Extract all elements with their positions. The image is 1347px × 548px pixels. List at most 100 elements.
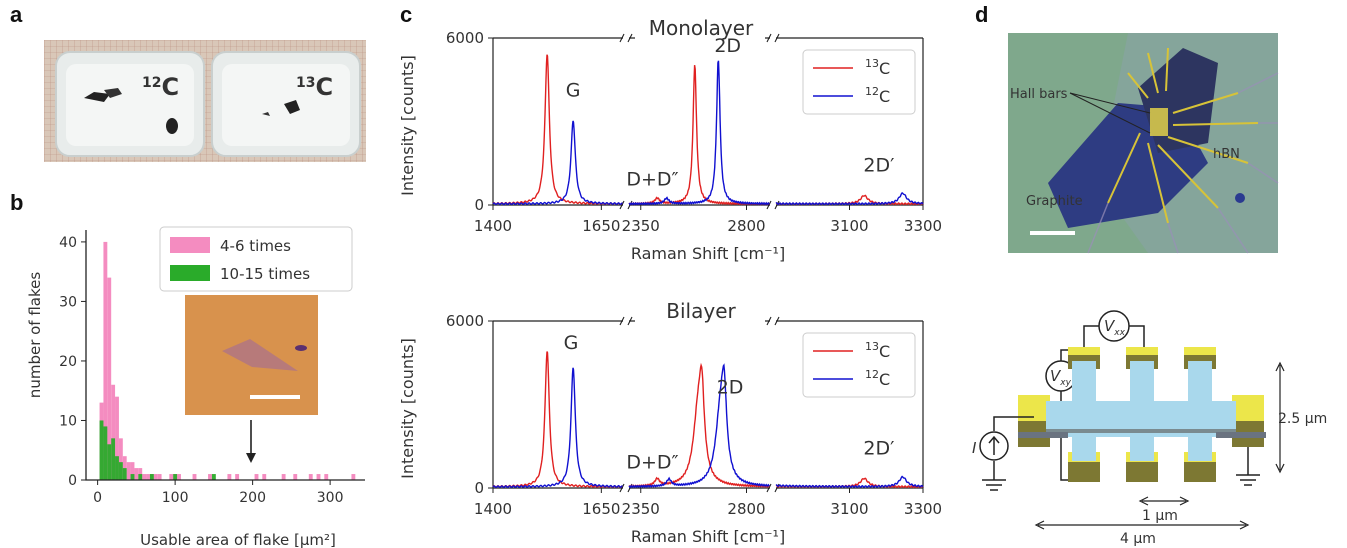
raman-peak-label: 2D′ xyxy=(863,155,894,177)
panel-a-photo: 12C 13C xyxy=(44,40,366,162)
axis-break-mark xyxy=(619,33,633,43)
histogram-bar xyxy=(149,474,154,480)
dish-label-12c: 12C xyxy=(142,73,179,101)
axis-break-mark xyxy=(766,33,780,43)
histogram-bar xyxy=(153,474,158,480)
vxy-label: Vxy xyxy=(1050,367,1072,388)
histogram-bar xyxy=(324,474,329,480)
raman-series-line xyxy=(628,363,770,489)
raman-series-line xyxy=(492,367,623,489)
histogram-bar xyxy=(103,241,108,480)
histogram-bar xyxy=(262,474,267,480)
ground-symbol-right xyxy=(1236,447,1260,486)
panel-label-c: c xyxy=(400,2,413,27)
raman-legend-label: 12C xyxy=(865,368,890,389)
label-hall-bars: Hall bars xyxy=(1010,87,1068,102)
hall-bar-channel xyxy=(1046,361,1236,461)
raman-xtick-label: 3300 xyxy=(904,500,942,518)
histogram-bar xyxy=(99,420,104,480)
raman-series-line xyxy=(775,475,924,489)
raman-xtick-label: 3100 xyxy=(830,500,868,518)
raman-xlabel: Raman Shift [cm⁻¹] xyxy=(631,527,785,546)
histogram-inset-image xyxy=(185,295,318,415)
histogram-bar xyxy=(130,462,135,480)
raman-xtick-label: 2800 xyxy=(727,217,765,235)
histogram-bar xyxy=(173,474,178,480)
dish-right xyxy=(211,51,361,157)
raman-xtick-label: 1650 xyxy=(582,217,620,235)
histogram-ytick-label: 0 xyxy=(68,473,77,489)
dish-left xyxy=(55,51,205,157)
panel-label-b: b xyxy=(10,190,24,215)
histogram-bar xyxy=(351,474,356,480)
scale-bar xyxy=(250,395,300,399)
histogram-bar xyxy=(103,426,108,480)
graphite-chunk xyxy=(84,92,110,102)
label-hbn: hBN xyxy=(1213,147,1240,162)
long-dimension: 4 μm xyxy=(1120,531,1156,547)
raman-xtick-label: 2350 xyxy=(622,500,660,518)
raman-ytick-label: 0 xyxy=(474,479,484,497)
histogram-bar xyxy=(107,444,112,480)
raman-xtick-label: 1650 xyxy=(582,500,620,518)
raman-ylabel: Intensity [counts] xyxy=(398,338,417,479)
histogram-chart: 0 100 200 300 0 10 20 30 40 Usable area of flake… xyxy=(26,226,365,548)
raman-legend-label: 13C xyxy=(865,340,890,361)
panel-label-a: a xyxy=(10,2,23,27)
device-optical-image: Hall bars hBN Graphite xyxy=(1008,33,1279,254)
histogram-bar xyxy=(142,474,147,480)
histogram-legend: 4-6 times 10-15 times xyxy=(159,226,353,292)
raman-peak-label: D+D″ xyxy=(626,452,678,474)
histogram-bar xyxy=(177,474,181,480)
histogram-ylabel: number of flakes xyxy=(26,272,44,399)
raman-xtick-label: 3100 xyxy=(830,217,868,235)
raman-xtick-label: 1400 xyxy=(474,217,512,235)
raman-legend-label: 13C xyxy=(865,57,890,78)
histogram-bar xyxy=(122,468,127,480)
raman-ytick-label: 0 xyxy=(474,196,484,214)
histogram-bar xyxy=(227,474,232,480)
raman-peak-label: 2D′ xyxy=(863,438,894,460)
histogram-ytick-label: 20 xyxy=(59,354,77,370)
histogram-bar xyxy=(293,474,298,480)
histogram-bar xyxy=(208,474,212,480)
histogram-ytick-label: 30 xyxy=(59,294,77,310)
short-dimension: 1 μm xyxy=(1142,508,1178,524)
histogram-bar xyxy=(107,277,112,480)
histogram-bar xyxy=(281,474,286,480)
histogram-bar xyxy=(118,438,123,480)
raman-xtick-label: 2800 xyxy=(727,500,765,518)
raman-series-line xyxy=(492,351,623,489)
legend-swatch-pink xyxy=(170,237,210,253)
hall-bar-contacts xyxy=(1107,47,1259,224)
raman-xtick-label: 1400 xyxy=(474,500,512,518)
histogram-bar xyxy=(115,396,119,480)
raman-xtick-label: 3300 xyxy=(904,217,942,235)
raman-ytick-label: 6000 xyxy=(446,29,484,47)
axis-break-mark xyxy=(766,200,780,210)
raman-peak-label: 2D xyxy=(717,376,744,398)
raman-title: Bilayer xyxy=(666,299,736,323)
raman-xtick-label: 2350 xyxy=(622,217,660,235)
ground-symbol-left xyxy=(982,479,1006,491)
axis-break-mark xyxy=(619,316,633,326)
histogram-bar xyxy=(316,474,321,480)
axis-break-mark xyxy=(766,316,780,326)
histogram-bar xyxy=(126,462,131,480)
histogram-ytick-label: 40 xyxy=(59,235,77,251)
histogram-bar xyxy=(254,474,259,480)
legend-swatch-green xyxy=(170,265,210,281)
histogram-bar xyxy=(130,474,135,480)
histogram-bar xyxy=(134,468,139,480)
raman-title-background xyxy=(635,297,765,327)
raman-series-line xyxy=(492,120,623,206)
raman-series-line xyxy=(775,191,924,206)
image-scale-bar xyxy=(1030,231,1075,235)
raman-ylabel: Intensity [counts] xyxy=(398,55,417,196)
histogram-bar xyxy=(235,474,240,480)
histogram-xtick-label: 100 xyxy=(162,490,189,506)
legend-label-10-15: 10-15 times xyxy=(220,265,310,283)
raman-peak-label: D+D″ xyxy=(626,169,678,191)
raman-series-line xyxy=(492,54,623,206)
raman-series-line xyxy=(628,60,770,206)
